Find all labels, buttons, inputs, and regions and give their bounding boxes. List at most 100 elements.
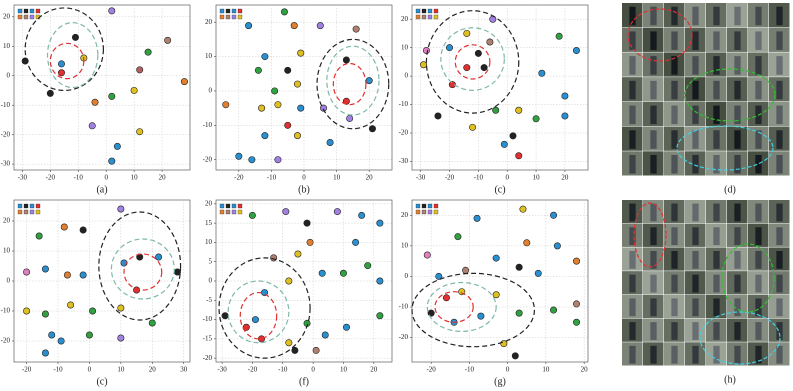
panel-caption: (g): [494, 376, 506, 387]
x-tick-label: 10: [340, 366, 348, 374]
scatter-point: [492, 291, 500, 299]
scatter-point: [144, 48, 152, 56]
cluster-contour: [411, 272, 536, 348]
scatter-point: [261, 132, 269, 140]
y-tick-label: 0: [7, 71, 11, 79]
scatter-point: [553, 242, 561, 250]
scatter-point: [420, 61, 428, 69]
scatter-point: [261, 53, 269, 61]
x-tick-label: -30: [416, 174, 426, 182]
scatter-point: [333, 208, 341, 216]
y-tick-label: 10: [3, 247, 11, 255]
x-tick-label: 20: [159, 174, 167, 182]
person-silhouette: [734, 105, 741, 125]
person-silhouette: [755, 250, 762, 269]
legend-icon: [427, 14, 433, 20]
scatter-point: [79, 226, 87, 234]
person-silhouette: [713, 322, 720, 340]
legend-icon: [231, 14, 237, 20]
scatter-point: [474, 49, 482, 57]
person-silhouette: [650, 322, 657, 340]
y-tick-label: -20: [1, 337, 11, 345]
person-silhouette: [755, 322, 762, 340]
scatter-point: [358, 211, 366, 219]
legend-icon: [35, 203, 41, 209]
scatter-point: [515, 106, 523, 114]
person-silhouette: [650, 31, 657, 50]
person-silhouette: [692, 154, 699, 174]
person-silhouette: [650, 345, 657, 364]
y-tick-label: -10: [203, 315, 213, 323]
panel-caption: (a): [96, 184, 107, 195]
scatter-point: [534, 269, 542, 277]
scatter-point: [35, 232, 43, 240]
person-silhouette: [713, 130, 720, 149]
scatter-point: [463, 29, 471, 37]
scatter-point: [368, 125, 376, 133]
person-silhouette: [629, 105, 636, 125]
person-silhouette: [650, 105, 657, 125]
person-silhouette: [755, 6, 762, 26]
person-silhouette: [692, 322, 699, 340]
person-silhouette: [776, 105, 783, 125]
highlight-contour: [684, 68, 776, 122]
x-tick-label: -10: [465, 366, 475, 374]
scatter-point: [254, 66, 262, 74]
legend-icon: [35, 209, 41, 215]
person-silhouette: [734, 130, 741, 149]
person-silhouette: [629, 345, 636, 364]
person-silhouette: [713, 227, 720, 246]
scatter-point: [291, 346, 299, 354]
y-tick-label: 10: [205, 238, 213, 246]
legend-icon: [415, 8, 421, 14]
scatter-point: [463, 64, 471, 72]
cluster-contour: [326, 45, 380, 116]
legend-icon: [29, 14, 35, 20]
person-silhouette: [692, 6, 699, 26]
scatter-point: [57, 60, 65, 68]
scatter-point: [248, 211, 256, 219]
scatter-point: [274, 101, 282, 109]
scatter-point: [258, 335, 266, 343]
scatter-point: [352, 25, 360, 33]
y-tick-label: -20: [399, 129, 409, 137]
cluster-contour: [46, 22, 99, 89]
cluster-contour: [227, 280, 290, 344]
scatter-point: [285, 277, 293, 285]
person-silhouette: [650, 154, 657, 174]
cluster-contour: [24, 7, 104, 92]
legend-icon: [231, 203, 237, 209]
person-silhouette: [629, 227, 636, 246]
y-tick-label: 10: [205, 52, 213, 60]
scatter-point: [164, 36, 172, 44]
cluster-contour: [98, 211, 182, 321]
legend-icon: [427, 8, 433, 14]
legend-icon: [237, 203, 243, 209]
legend-icon: [23, 14, 29, 20]
y-tick-label: 10: [401, 43, 409, 51]
scatter-point: [532, 115, 540, 123]
scatter-point: [352, 238, 360, 246]
legend-icon: [17, 209, 23, 215]
scatter-point: [136, 66, 144, 74]
person-silhouette: [629, 298, 636, 317]
legend-icon: [219, 209, 225, 215]
legend-icon: [427, 209, 433, 215]
scatter-point: [346, 114, 354, 122]
scatter-point: [293, 132, 301, 140]
person-silhouette: [776, 274, 783, 293]
person-silhouette: [629, 56, 636, 75]
scatter-point: [148, 319, 156, 327]
scatter-point: [316, 22, 324, 30]
cluster-contour: [123, 253, 163, 291]
legend-icon: [237, 209, 243, 215]
scatter-point: [108, 7, 116, 15]
person-silhouette: [629, 31, 636, 50]
y-tick-label: 15: [205, 219, 213, 227]
scatter-point: [511, 352, 519, 360]
person-silhouette: [776, 203, 783, 222]
cluster-contour: [440, 27, 505, 91]
x-tick-label: -10: [278, 366, 288, 374]
person-silhouette: [671, 298, 678, 317]
scatter-point: [523, 239, 531, 247]
